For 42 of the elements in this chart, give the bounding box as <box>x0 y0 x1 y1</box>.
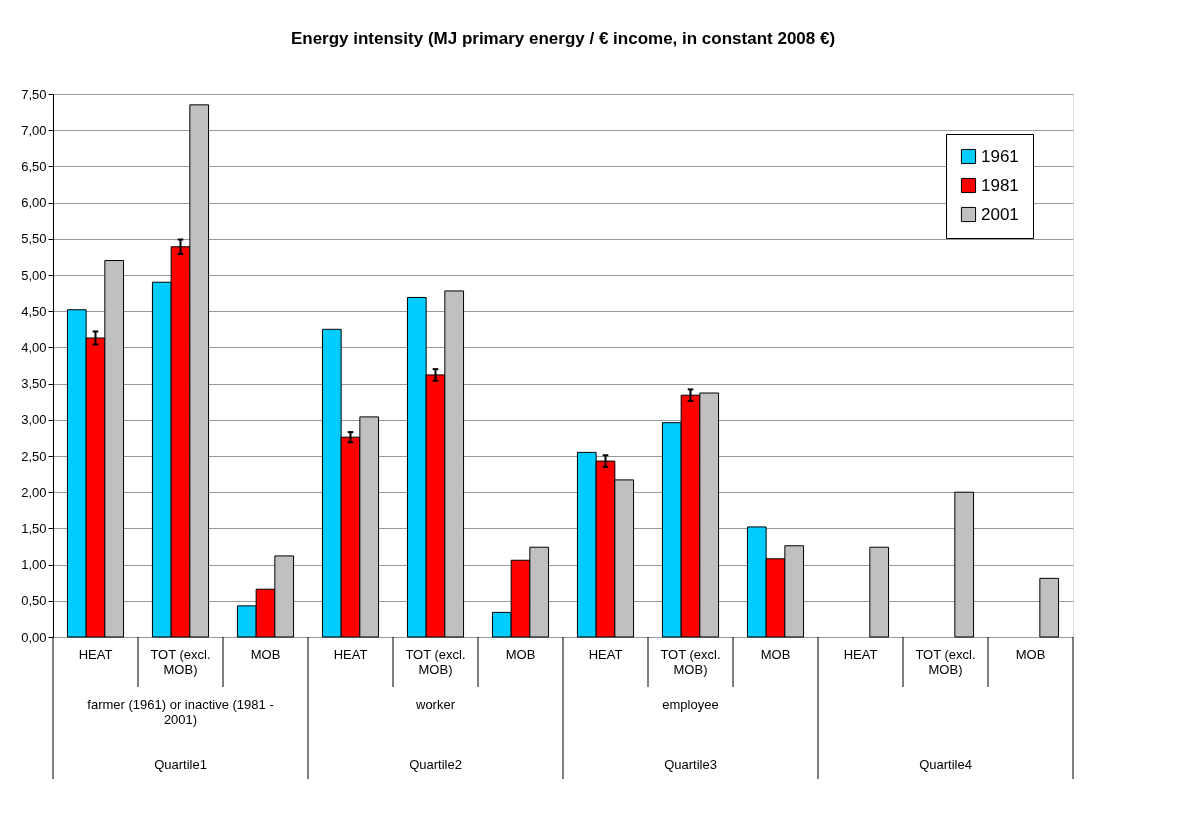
bar <box>1039 577 1060 638</box>
x-tick-label: HEAT <box>78 647 113 662</box>
text: farmer (1961) or inactive (1981 - 2001) <box>87 697 274 727</box>
y-tick-label: 3,00 <box>21 412 47 428</box>
text: Quartile4 <box>919 757 972 772</box>
y-tick-label: 2,00 <box>21 484 47 500</box>
y-tick-label: 7,00 <box>21 122 47 138</box>
x-tick-label: TOT (excl. MOB) <box>915 647 976 677</box>
y-tick-label: 6,00 <box>21 195 47 211</box>
x-tick-label: MOB <box>505 647 536 662</box>
x-tick-label: TOT (excl. MOB) <box>660 647 721 677</box>
bar <box>869 546 890 638</box>
y-tick-label: 4,50 <box>21 303 47 319</box>
bar <box>954 491 975 638</box>
y-tick-label: 3,50 <box>21 376 47 392</box>
y-tick-label: 5,50 <box>21 231 47 247</box>
legend-label: 2001 <box>981 204 1019 224</box>
x-tick-label: MOB <box>1015 647 1046 662</box>
x-tick-label: MOB <box>250 647 281 662</box>
chart-title: Energy intensity (MJ primary energy / € income, in constant 2008 €) <box>290 29 836 48</box>
text: Quartile1 <box>154 757 207 772</box>
legend-label: 1981 <box>981 175 1019 195</box>
x-tick-label: TOT (excl. MOB) <box>405 647 466 677</box>
y-tick-label: 1,50 <box>21 520 47 536</box>
text: employee <box>662 697 719 712</box>
x-tick-label: HEAT <box>843 647 878 662</box>
text: worker <box>414 697 456 712</box>
text: Quartile3 <box>664 757 717 772</box>
y-tick-label: 6,50 <box>21 158 47 174</box>
x-tick-label: MOB <box>760 647 791 662</box>
x-tick-label: HEAT <box>333 647 368 662</box>
x-tick-label: HEAT <box>588 647 623 662</box>
x-tick-label: TOT (excl. MOB) <box>150 647 211 677</box>
y-tick-label: 0,50 <box>21 593 47 609</box>
y-tick-label: 2,50 <box>21 448 47 464</box>
legend-label: 1961 <box>981 146 1019 166</box>
y-tick-label: 1,00 <box>21 557 47 573</box>
y-tick-label: 4,00 <box>21 339 47 355</box>
y-tick-label: 7,50 <box>21 86 47 102</box>
y-tick-label: 5,00 <box>21 267 47 283</box>
y-tick-label: 0,00 <box>21 629 47 645</box>
text: Quartile2 <box>409 757 462 772</box>
